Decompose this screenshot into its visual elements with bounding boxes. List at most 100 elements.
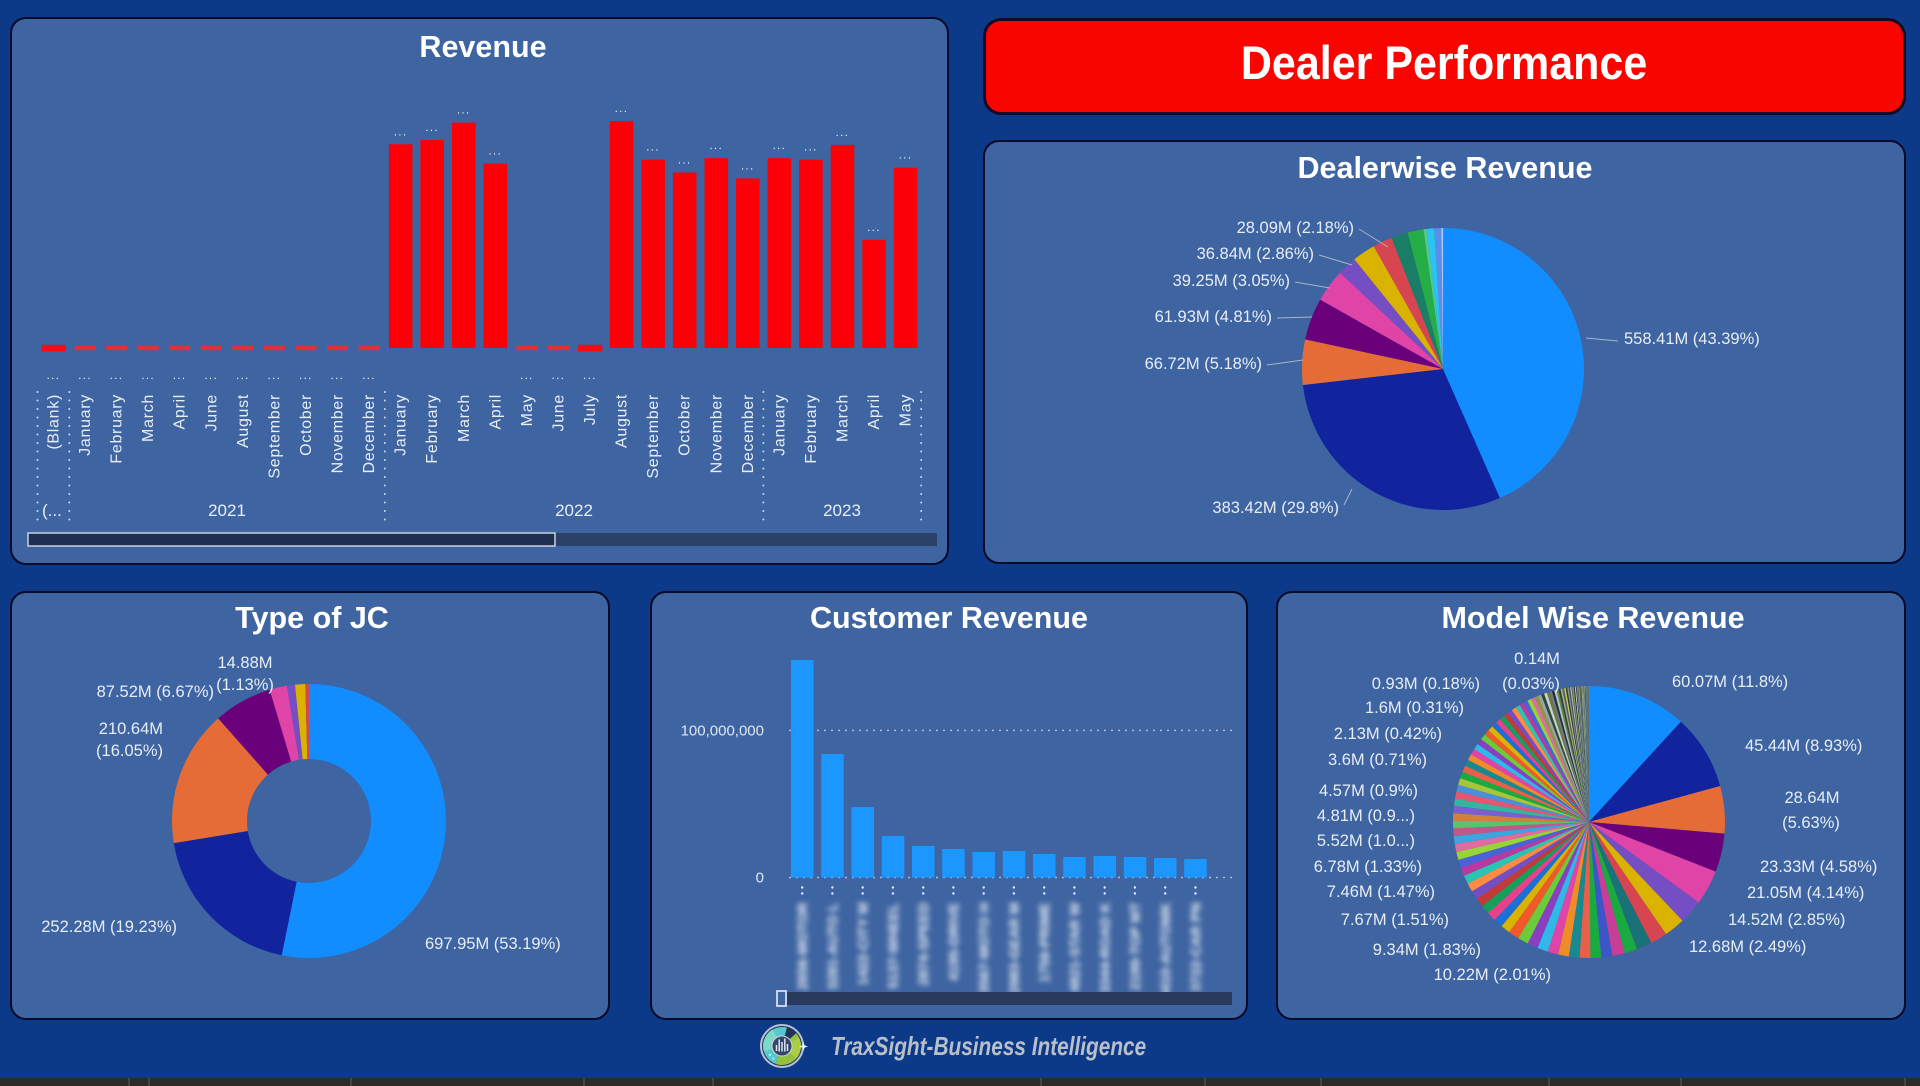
svg-text:(16.05%): (16.05%) <box>96 742 163 760</box>
svg-text:4.81M (0.9...): 4.81M (0.9...) <box>1317 807 1415 825</box>
svg-text:February: February <box>109 394 126 464</box>
svg-text:...: ... <box>110 370 124 382</box>
svg-text:June: June <box>551 394 568 432</box>
svg-text:Dealerwise Revenue: Dealerwise Revenue <box>1298 151 1593 185</box>
svg-text:Type of JC: Type of JC <box>235 601 389 635</box>
svg-text:2656-MOTOR: 2656-MOTOR <box>794 903 810 991</box>
svg-text:...: ... <box>678 155 692 167</box>
svg-text:...: ... <box>488 146 502 158</box>
svg-text:60.07M (11.8%): 60.07M (11.8%) <box>1672 673 1788 691</box>
svg-text:Customer Revenue: Customer Revenue <box>810 601 1088 635</box>
svg-text:0.93M (0.18%): 0.93M (0.18%) <box>1372 675 1480 693</box>
svg-text:(1.13%): (1.13%) <box>216 676 274 694</box>
svg-text:45.44M (8.93%): 45.44M (8.93%) <box>1745 737 1862 755</box>
svg-text:October: October <box>298 394 315 456</box>
svg-text:March: March <box>140 394 157 442</box>
svg-text:2023: 2023 <box>823 501 861 520</box>
svg-text:66.72M (5.18%): 66.72M (5.18%) <box>1145 355 1262 373</box>
svg-text:April: April <box>172 394 189 430</box>
svg-text:2983-GEAR M: 2983-GEAR M <box>1006 903 1022 995</box>
svg-text:252.28M (19.23%): 252.28M (19.23%) <box>41 918 177 936</box>
svg-text:...: ... <box>236 370 250 382</box>
svg-text:August: August <box>614 394 631 448</box>
svg-text:10.22M (2.01%): 10.22M (2.01%) <box>1434 966 1551 984</box>
svg-text:...: ... <box>867 222 881 234</box>
svg-text:...: ... <box>173 370 187 382</box>
svg-text:5.52M (1.0...): 5.52M (1.0...) <box>1317 832 1415 850</box>
svg-text:December: December <box>740 394 757 473</box>
svg-text:2022: 2022 <box>555 501 593 520</box>
svg-text:February: February <box>803 394 820 464</box>
svg-text:(0.03%): (0.03%) <box>1502 675 1560 693</box>
svg-text:23.33M (4.58%): 23.33M (4.58%) <box>1760 858 1877 876</box>
svg-text:October: October <box>677 394 694 456</box>
svg-text:...: ... <box>709 140 723 152</box>
svg-text:...: ... <box>804 142 818 154</box>
svg-text:...: ... <box>78 370 92 382</box>
svg-text:...: ... <box>741 160 755 172</box>
svg-text:January: January <box>393 394 410 456</box>
svg-text:4821-STAR W: 4821-STAR W <box>1066 902 1082 993</box>
svg-text:28.64M: 28.64M <box>1784 789 1839 807</box>
svg-text:September: September <box>266 394 283 479</box>
svg-text:July: July <box>582 394 599 425</box>
svg-text:9.34M (1.83%): 9.34M (1.83%) <box>1373 941 1481 959</box>
svg-text:...: ... <box>425 122 439 134</box>
svg-text:2021: 2021 <box>208 501 246 520</box>
svg-text:3344-ROAD K: 3344-ROAD K <box>1097 903 1113 994</box>
svg-text:4195-DRIVE: 4195-DRIVE <box>945 903 961 982</box>
svg-text:...: ... <box>141 370 155 382</box>
svg-text:August: August <box>235 394 252 448</box>
svg-text:14.88M: 14.88M <box>217 654 272 672</box>
svg-text:1756-PRIME: 1756-PRIME <box>1036 903 1052 983</box>
svg-text:January: January <box>771 394 788 456</box>
svg-text:1422-CITY M: 1422-CITY M <box>855 903 871 986</box>
svg-text:...: ... <box>204 370 218 382</box>
svg-text:(5.63%): (5.63%) <box>1782 814 1840 832</box>
svg-text:87.52M (6.67%): 87.52M (6.67%) <box>97 683 214 701</box>
svg-text:...: ... <box>331 370 345 382</box>
svg-text:2874-SPEED: 2874-SPEED <box>915 903 931 986</box>
svg-text:June: June <box>203 394 220 432</box>
svg-text:...: ... <box>899 150 913 162</box>
svg-text:November: November <box>708 394 725 473</box>
svg-text:558.41M (43.39%): 558.41M (43.39%) <box>1624 330 1760 348</box>
svg-text:2.13M (0.42%): 2.13M (0.42%) <box>1334 725 1442 743</box>
svg-text:March: March <box>456 394 473 442</box>
svg-text:4.57M (0.9%): 4.57M (0.9%) <box>1319 782 1418 800</box>
svg-text:May: May <box>519 394 536 426</box>
svg-text:0: 0 <box>756 870 764 887</box>
svg-text:1.6M (0.31%): 1.6M (0.31%) <box>1365 699 1464 717</box>
svg-text:February: February <box>424 394 441 464</box>
svg-text:December: December <box>361 394 378 473</box>
svg-text:...: ... <box>520 370 534 382</box>
svg-text:January: January <box>77 394 94 456</box>
svg-text:3567-MOTO H: 3567-MOTO H <box>976 903 992 995</box>
svg-text:...: ... <box>615 103 629 115</box>
svg-text:(Blank): (Blank) <box>46 394 63 450</box>
svg-text:36.84M (2.86%): 36.84M (2.86%) <box>1197 245 1314 263</box>
svg-text:14.52M (2.85%): 14.52M (2.85%) <box>1728 911 1845 929</box>
svg-text:...: ... <box>836 127 850 139</box>
svg-text:28.09M (2.18%): 28.09M (2.18%) <box>1237 219 1354 237</box>
svg-text:Revenue: Revenue <box>419 30 546 64</box>
svg-text:100,000,000: 100,000,000 <box>681 722 764 739</box>
svg-text:3281-AUTO L: 3281-AUTO L <box>824 902 840 990</box>
svg-text:...: ... <box>394 126 408 138</box>
svg-text:5137-WHEEL: 5137-WHEEL <box>885 902 901 989</box>
svg-text:4410-AUTOMK: 4410-AUTOMK <box>1157 903 1173 1000</box>
svg-text:3.6M (0.71%): 3.6M (0.71%) <box>1328 751 1427 769</box>
svg-text:6.78M (1.33%): 6.78M (1.33%) <box>1314 858 1422 876</box>
svg-text:...: ... <box>583 370 597 382</box>
svg-text:61.93M (4.81%): 61.93M (4.81%) <box>1155 308 1272 326</box>
svg-text:May: May <box>898 394 915 426</box>
svg-text:7.46M (1.47%): 7.46M (1.47%) <box>1327 883 1435 901</box>
svg-text:697.95M (53.19%): 697.95M (53.19%) <box>425 935 561 953</box>
svg-text:2199-TOP MT: 2199-TOP MT <box>1127 902 1143 991</box>
svg-text:...: ... <box>268 370 282 382</box>
svg-text:September: September <box>645 394 662 479</box>
svg-text:12.68M (2.49%): 12.68M (2.49%) <box>1689 938 1806 956</box>
svg-text:...: ... <box>552 370 566 382</box>
svg-text:Model Wise Revenue: Model Wise Revenue <box>1441 601 1744 635</box>
svg-text:39.25M (3.05%): 39.25M (3.05%) <box>1173 272 1290 290</box>
